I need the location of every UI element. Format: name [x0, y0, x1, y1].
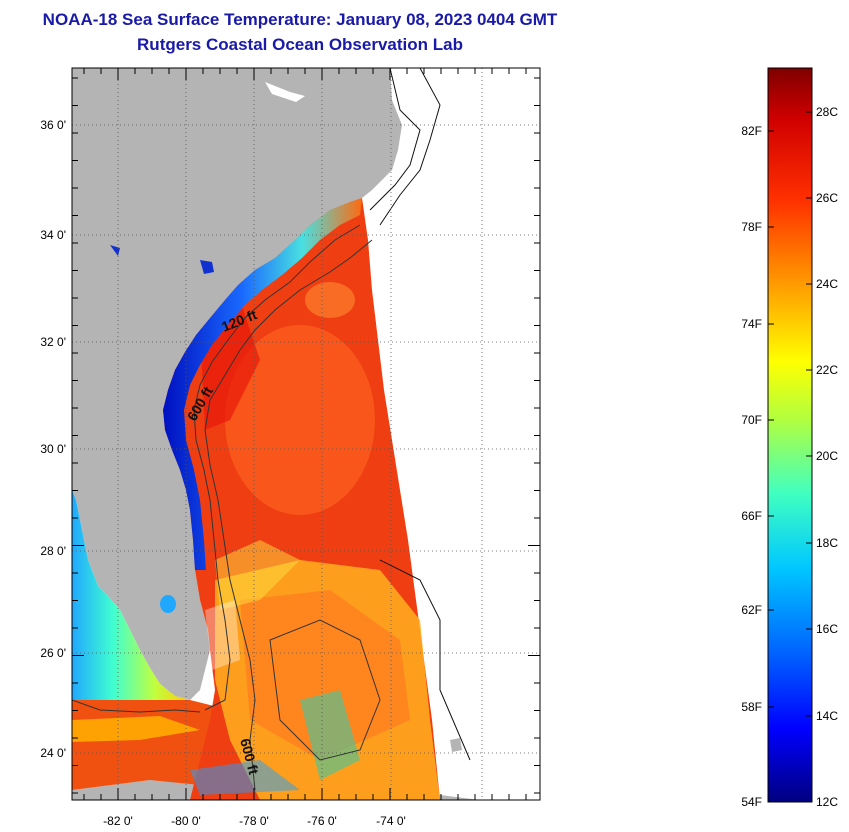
warm-eddy: [305, 282, 355, 318]
frame-ticks: [72, 68, 540, 800]
bank-mix: [240, 590, 410, 760]
colorbar-f-label: 78F: [741, 220, 762, 234]
colorbar-c-label: 28C: [816, 105, 838, 119]
cloud-speckle: [215, 540, 300, 610]
lon-label: -78 0': [239, 814, 269, 828]
cold-coastal-band: [163, 198, 362, 570]
lon-label: -80 0': [171, 814, 201, 828]
lat-label: 26 0': [40, 646, 66, 660]
colorbar-c-label: 24C: [816, 277, 838, 291]
contour-600ft: [204, 239, 373, 791]
colorbar-c-label: 18C: [816, 536, 838, 550]
lake: [200, 260, 214, 274]
warm-eddy: [225, 325, 375, 515]
lat-label: 36 0': [40, 118, 66, 132]
colorbar-f-label: 70F: [741, 413, 762, 427]
cloud-patch: [205, 600, 240, 670]
colorbar-f-label: 54F: [741, 795, 762, 809]
colorbar-f-label: 62F: [741, 603, 762, 617]
lat-label: 28 0': [40, 544, 66, 558]
island: [450, 738, 462, 752]
lon-label: -82 0': [103, 814, 133, 828]
colorbar-f-label: 74F: [741, 317, 762, 331]
contour-bahamas: [269, 619, 381, 761]
colorbar-c-label: 12C: [816, 795, 838, 809]
lat-label: 30 0': [40, 442, 66, 456]
colorbar-f-label: 58F: [741, 700, 762, 714]
colorbar-ticks: [768, 111, 812, 803]
lon-label: -74 0': [376, 814, 406, 828]
sound: [265, 82, 305, 102]
colorbar-c-label: 20C: [816, 449, 838, 463]
colorbar-c-label: 26C: [816, 191, 838, 205]
lon-label: -76 0': [307, 814, 337, 828]
contour-120ft: [193, 224, 361, 711]
colorbar-c-label: 14C: [816, 709, 838, 723]
gulf-water: [72, 490, 190, 720]
map-title: NOAA-18 Sea Surface Temperature: January…: [42, 10, 558, 29]
colorbar: [767, 67, 813, 803]
land-mass: [72, 68, 402, 700]
contour-offshore: [379, 559, 471, 761]
colorbar-f-label: 66F: [741, 509, 762, 523]
colorbar-c-label: 22C: [816, 363, 838, 377]
colorbar-c-label: 16C: [816, 622, 838, 636]
lake-okeechobee: [160, 595, 176, 613]
bank-shoal: [300, 690, 360, 780]
lake: [110, 245, 120, 256]
gulf-yellow: [72, 716, 200, 742]
map-frame: [71, 67, 541, 801]
lat-label: 24 0': [40, 746, 66, 760]
map-subtitle: Rutgers Coastal Ocean Observation Lab: [137, 35, 463, 54]
lat-label: 32 0': [40, 335, 66, 349]
colorbar-f-label: 82F: [741, 124, 762, 138]
lat-label: 34 0': [40, 228, 66, 242]
bank-shoal: [190, 760, 300, 795]
contour-gulf: [72, 699, 201, 713]
contour-carolina: [379, 68, 441, 226]
contour-carolina: [369, 68, 421, 211]
